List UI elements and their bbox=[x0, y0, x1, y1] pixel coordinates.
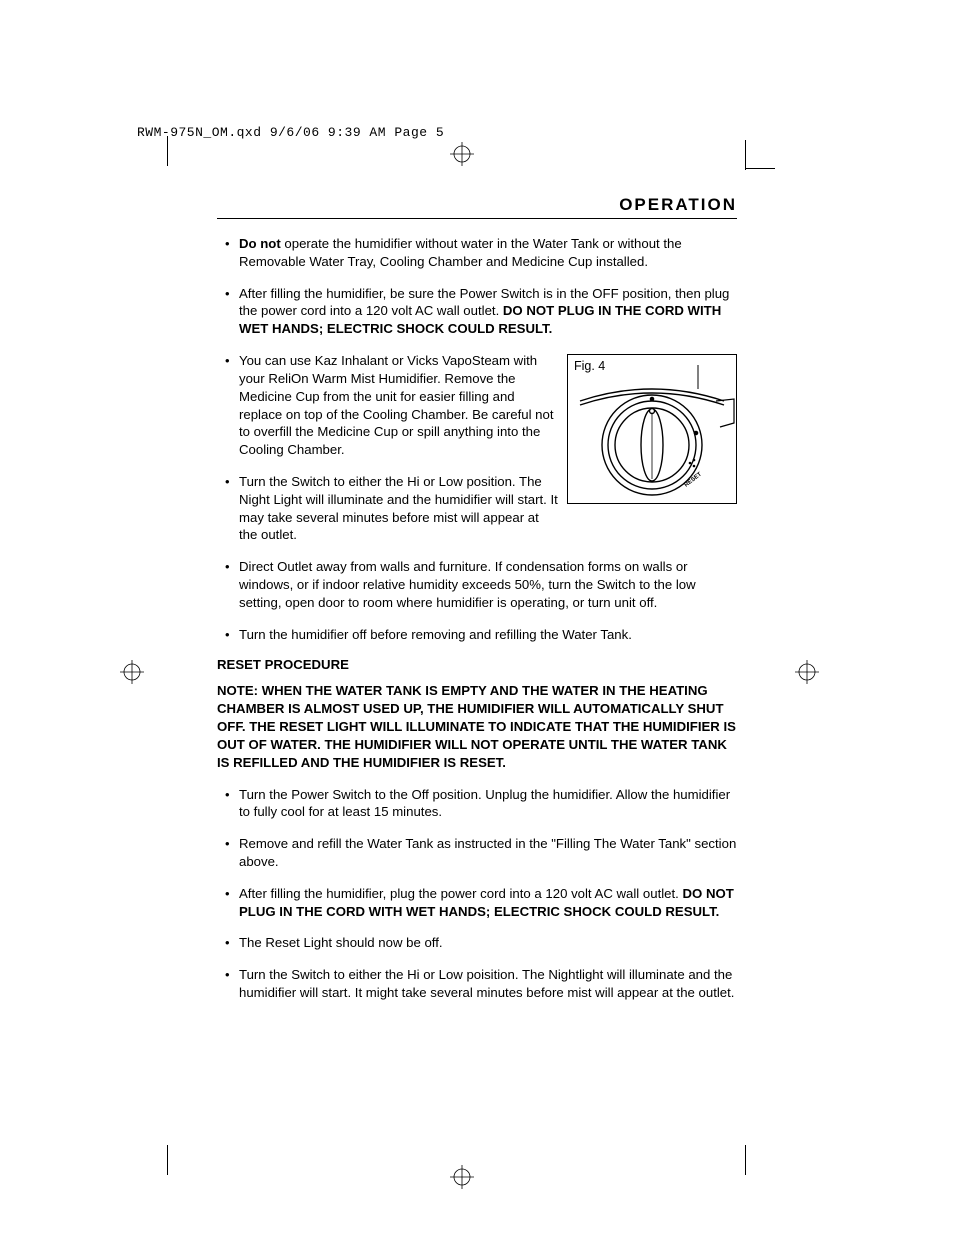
file-slug: RWM-975N_OM.qxd 9/6/06 9:39 AM Page 5 bbox=[137, 125, 444, 140]
reset-heading: RESET PROCEDURE bbox=[217, 657, 737, 672]
list-item: You can use Kaz Inhalant or Vicks VapoSt… bbox=[217, 352, 737, 459]
reset-list: Turn the Power Switch to the Off positio… bbox=[217, 786, 737, 1002]
list-item: Turn the humidifier off before removing … bbox=[217, 626, 737, 644]
crop-mark bbox=[167, 136, 168, 166]
body-text: You can use Kaz Inhalant or Vicks VapoSt… bbox=[239, 353, 554, 457]
list-item: Turn the Switch to either the Hi or Low … bbox=[217, 473, 737, 544]
registration-mark-icon bbox=[795, 660, 819, 684]
list-item: The Reset Light should now be off. bbox=[217, 934, 737, 952]
list-item: After filling the humidifier, plug the p… bbox=[217, 885, 737, 921]
text-figure-wrap: Fig. 4 bbox=[217, 352, 737, 626]
registration-mark-icon bbox=[450, 142, 474, 166]
emphasis: Do not bbox=[239, 236, 281, 251]
registration-mark-icon bbox=[120, 660, 144, 684]
body-text: Direct Outlet away from walls and furnit… bbox=[239, 559, 696, 610]
body-text: operate the humidifier without water in … bbox=[239, 236, 682, 269]
body-text: Turn the Switch to either the Hi or Low … bbox=[239, 474, 558, 542]
list-item: Direct Outlet away from walls and furnit… bbox=[217, 558, 737, 611]
section-title: OPERATION bbox=[217, 195, 737, 219]
list-item: Remove and refill the Water Tank as inst… bbox=[217, 835, 737, 871]
crop-mark bbox=[745, 1145, 746, 1175]
body-text: After filling the humidifier, plug the p… bbox=[239, 886, 683, 901]
list-item: Do not operate the humidifier without wa… bbox=[217, 235, 737, 271]
registration-mark-icon bbox=[450, 1165, 474, 1189]
list-item: After filling the humidifier, be sure th… bbox=[217, 285, 737, 338]
reset-note: NOTE: WHEN THE WATER TANK IS EMPTY AND T… bbox=[217, 682, 737, 771]
page-content: OPERATION Do not operate the humidifier … bbox=[217, 195, 737, 1016]
list-item: Turn the Switch to either the Hi or Low … bbox=[217, 966, 737, 1002]
crop-mark bbox=[745, 140, 746, 170]
crop-mark bbox=[745, 168, 775, 169]
list-item: Turn the Power Switch to the Off positio… bbox=[217, 786, 737, 822]
operation-list: Do not operate the humidifier without wa… bbox=[217, 235, 737, 338]
operation-list-tail: Turn the humidifier off before removing … bbox=[217, 626, 737, 644]
operation-list-wrapped: You can use Kaz Inhalant or Vicks VapoSt… bbox=[217, 352, 737, 612]
crop-mark bbox=[167, 1145, 168, 1175]
